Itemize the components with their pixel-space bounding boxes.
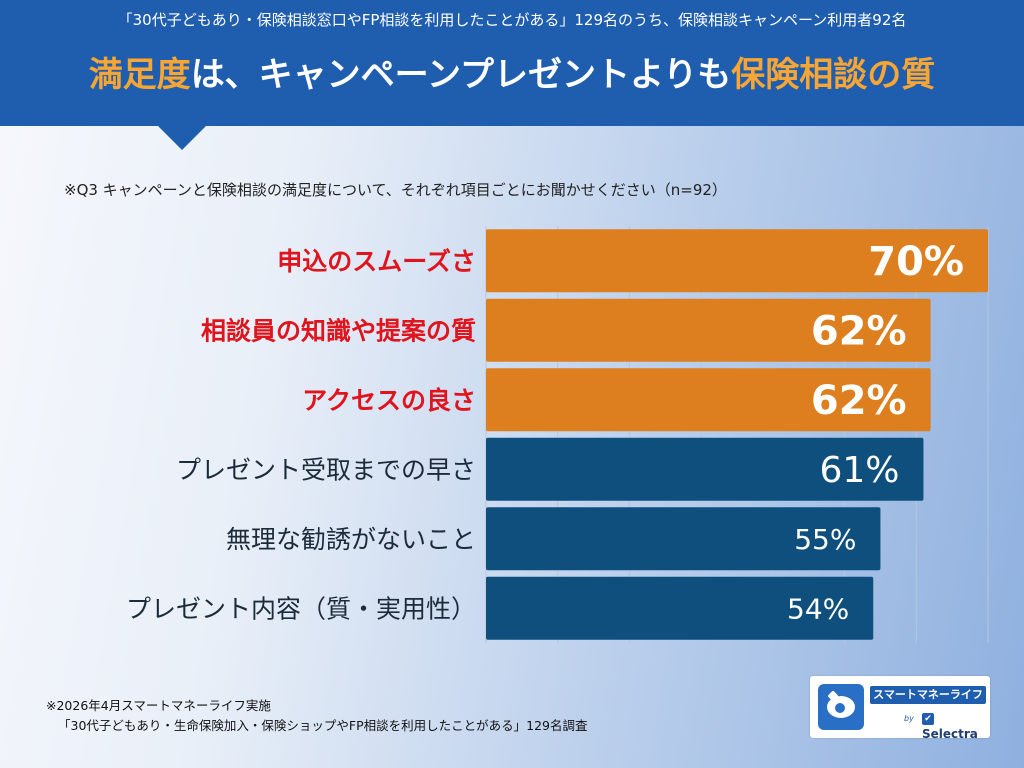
header-banner: 「30代子どもあり・保険相談窓口やFP相談を利用したことがある」129名のうち、…: [0, 0, 1024, 126]
bar-3: [486, 368, 931, 432]
value-label-4: 61%: [819, 450, 899, 491]
value-label-3: 62%: [811, 378, 907, 424]
bar-5: [486, 507, 881, 571]
bar-4: [486, 437, 924, 501]
headline-highlight-quality: 保険相談の質: [731, 55, 936, 95]
category-label-3: アクセスの良さ: [302, 386, 476, 415]
logo-by: by: [904, 714, 914, 723]
category-label-2: 相談員の知識や提案の質: [201, 316, 476, 345]
survey-footnote: ※2026年4月スマートマネーライフ実施 「30代子どもあり・生命保険加入・保険…: [46, 696, 588, 736]
category-label-6: プレゼント内容（質・実用性）: [126, 594, 476, 623]
value-label-2: 62%: [811, 309, 907, 355]
category-label-1: 申込のスムーズさ: [277, 247, 476, 276]
bar-6: [486, 576, 874, 640]
value-label-1: 70%: [868, 239, 964, 285]
category-label-5: 無理な勧誘がないこと: [226, 525, 476, 554]
chart-gridlines: [485, 226, 989, 643]
logo-brand: Selectra: [922, 710, 990, 742]
chart-bars: [486, 229, 988, 640]
chart-value-labels: 70% 62% 62% 61% 55% 54%: [787, 239, 964, 625]
category-label-4: プレゼント受取までの早さ: [176, 455, 476, 484]
value-label-6: 54%: [787, 592, 849, 625]
survey-subtitle: 「30代子どもあり・保険相談窓口やFP相談を利用したことがある」129名のうち、…: [117, 11, 907, 29]
headline-middle: は、キャンペーンプレゼントよりも: [190, 55, 732, 95]
chart-category-labels: 申込のスムーズさ相談員の知識や提案の質アクセスの良さプレゼント受取までの早さ無理…: [126, 247, 476, 624]
bar-2: [486, 298, 931, 362]
survey-question: ※Q3 キャンペーンと保険相談の満足度について、それぞれ項目ごとにお聞かせくださ…: [64, 181, 727, 199]
satisfaction-bar-chart: 申込のスムーズさ相談員の知識や提案の質アクセスの良さプレゼント受取までの早さ無理…: [126, 226, 989, 643]
footnote-line-2: 「30代子どもあり・生命保険加入・保険ショップやFP相談を利用したことがある」1…: [58, 718, 588, 733]
value-label-5: 55%: [794, 523, 856, 556]
logo-name: スマートマネーライフ: [870, 686, 986, 704]
headline-highlight-satisfaction: 満足度: [88, 55, 191, 95]
smart-money-life-logo: スマートマネーライフ by Selectra: [810, 676, 990, 741]
piggy-bank-icon: [818, 684, 864, 730]
footnote-line-1: ※2026年4月スマートマネーライフ実施: [46, 698, 271, 713]
header-pointer-arrow: [156, 124, 208, 150]
headline: 満足度は、キャンペーンプレゼントよりも保険相談の質: [0, 52, 1024, 98]
bar-1: [486, 229, 988, 293]
